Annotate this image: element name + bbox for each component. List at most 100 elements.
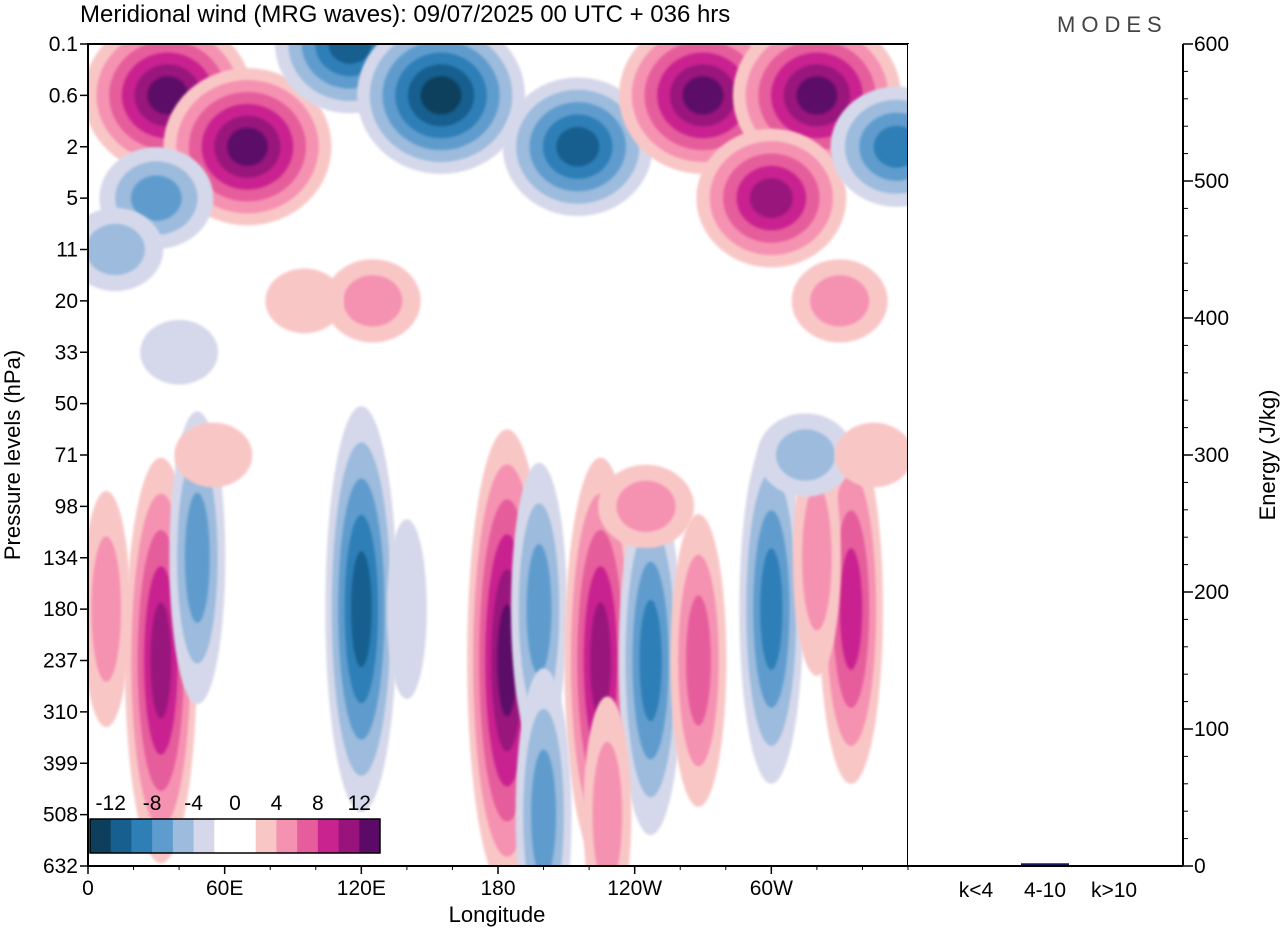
contour-band xyxy=(839,548,863,670)
energy-bar-plot: 0 100 200 300 400 500 600 k<4 4-10 k>10 xyxy=(908,33,1229,902)
energy-tick-label: 600 xyxy=(1194,33,1229,56)
x-tick-label: 120W xyxy=(607,877,662,900)
colorbar: -12 -8 -4 0 4 8 12 xyxy=(89,792,381,854)
energy-tick-label: 0 xyxy=(1194,855,1206,878)
field-feature xyxy=(739,434,804,784)
field-feature xyxy=(325,406,398,813)
chart-title: Meridional wind (MRG waves): 09/07/2025 … xyxy=(80,1,730,28)
colorbar-swatch xyxy=(172,819,194,853)
colorbar-swatch xyxy=(110,819,132,853)
y-tick-label: 632 xyxy=(43,855,78,878)
colorbar-swatch xyxy=(317,819,339,853)
contour-band xyxy=(343,275,403,327)
contour-band xyxy=(639,599,662,722)
energy-axis-label: Energy (J/kg) xyxy=(1255,390,1280,521)
energy-tick-label: 300 xyxy=(1194,444,1229,467)
field-feature xyxy=(834,422,908,488)
contour-band xyxy=(834,422,908,488)
colorbar-label: 0 xyxy=(229,792,241,815)
colorbar-label: -12 xyxy=(96,792,126,815)
x-tick-label: 180 xyxy=(480,877,515,900)
contour-band xyxy=(556,126,600,167)
energy-axis: 0 100 200 300 400 500 600 xyxy=(1183,33,1229,878)
energy-bar xyxy=(1021,863,1069,866)
field-feature xyxy=(386,519,427,700)
contour-band xyxy=(802,485,832,631)
x-axis: 0 60E 120E 180 120W 60W xyxy=(82,866,909,900)
field-feature xyxy=(670,514,727,807)
x-tick-label: 60E xyxy=(206,877,243,900)
heatmap-plot: 0.1 0.6 2 5 11 20 33 50 71 98 134 180 237 310 399 508 63… xyxy=(43,33,909,900)
energy-tick-label: 500 xyxy=(1194,170,1229,193)
contour-band xyxy=(88,223,145,276)
contour-band xyxy=(174,422,253,488)
colorbar-swatch xyxy=(235,819,257,853)
colorbar-label: 12 xyxy=(348,792,371,815)
colorbar-label: -8 xyxy=(143,792,162,815)
field-feature xyxy=(792,439,841,676)
field-feature xyxy=(174,422,253,488)
energy-tick-label: 200 xyxy=(1194,581,1229,604)
field-feature xyxy=(88,207,164,292)
colorbar-swatch xyxy=(297,819,319,853)
wavenumber-label: k>10 xyxy=(1091,879,1137,902)
contour-band xyxy=(386,519,427,700)
wavenumber-label: k<4 xyxy=(959,879,994,902)
wavenumber-label: 4-10 xyxy=(1024,879,1066,902)
colorbar-label: -4 xyxy=(184,792,203,815)
colorbar-swatch xyxy=(359,819,381,853)
contour-band xyxy=(810,275,870,327)
x-tick-label: 0 xyxy=(82,877,94,900)
x-tick-label: 60W xyxy=(750,877,793,900)
field-feature xyxy=(265,268,344,334)
colorbar-swatch xyxy=(90,819,112,853)
y-tick-label: 310 xyxy=(43,701,78,724)
contour-band xyxy=(131,175,182,221)
y-tick-label: 0.1 xyxy=(49,33,78,56)
contour-band xyxy=(616,480,676,532)
y-tick-label: 399 xyxy=(43,752,78,775)
field-feature xyxy=(502,77,653,217)
y-tick-label: 33 xyxy=(55,341,78,364)
colorbar-label: 4 xyxy=(271,792,283,815)
modes-logo: MODES xyxy=(1057,12,1168,37)
field-feature xyxy=(696,128,847,268)
x-axis-label: Longitude xyxy=(449,902,546,927)
contour-band xyxy=(686,595,711,726)
contour-band xyxy=(531,749,556,866)
colorbar-swatch xyxy=(193,819,215,853)
colorbar-swatch xyxy=(338,819,360,853)
y-tick-label: 508 xyxy=(43,804,78,827)
contour-band xyxy=(91,536,121,682)
y-axis: 0.1 0.6 2 5 11 20 33 50 71 98 134 180 237 310 399 508 63… xyxy=(43,33,88,878)
y-tick-label: 237 xyxy=(43,650,78,673)
y-tick-label: 180 xyxy=(43,598,78,621)
contour-band xyxy=(420,76,462,115)
contour-band xyxy=(351,551,372,668)
field-feature xyxy=(88,490,131,728)
y-tick-label: 5 xyxy=(66,187,78,210)
contour-band xyxy=(140,319,219,385)
field-feature xyxy=(515,668,572,866)
energy-tick-label: 100 xyxy=(1194,718,1229,741)
y-tick-label: 0.6 xyxy=(49,84,78,107)
field-feature xyxy=(357,44,526,174)
contour-band xyxy=(873,125,908,168)
contour-band xyxy=(775,429,836,481)
contour-band xyxy=(184,492,210,623)
colorbar-swatch xyxy=(255,819,277,853)
field-feature xyxy=(791,259,888,343)
contour-band xyxy=(265,268,344,334)
contour-band xyxy=(749,178,793,218)
contour-band xyxy=(526,544,552,675)
colorbar-label: 8 xyxy=(312,792,324,815)
field-feature xyxy=(618,485,683,836)
contour-band xyxy=(150,602,172,719)
y-tick-label: 50 xyxy=(55,393,78,416)
colorbar-swatch xyxy=(152,819,174,853)
contour-band xyxy=(227,127,268,166)
contour-band xyxy=(796,76,838,115)
contour-band xyxy=(760,548,783,670)
colorbar-swatch xyxy=(214,819,236,853)
